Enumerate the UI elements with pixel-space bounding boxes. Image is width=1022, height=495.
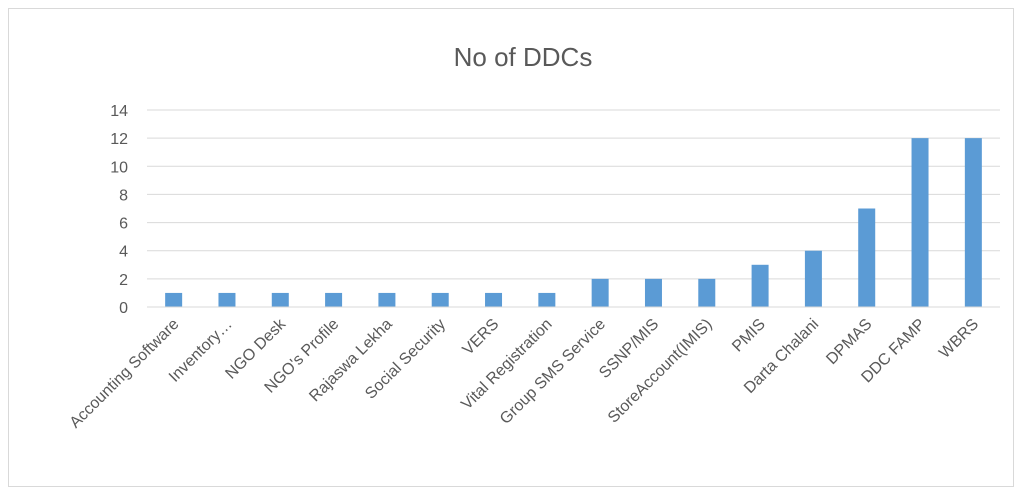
chart-title: No of DDCs xyxy=(454,42,593,72)
bar xyxy=(644,278,662,307)
bar xyxy=(165,292,183,307)
bar xyxy=(751,264,769,307)
bar xyxy=(591,278,609,307)
bars xyxy=(165,138,982,307)
x-category-label: Vital Registration xyxy=(458,316,555,413)
bar xyxy=(378,292,396,307)
y-axis-ticks: 0 2 4 6 8 10 12 14 xyxy=(110,103,128,317)
y-tick-label: 10 xyxy=(110,159,128,176)
y-tick-label: 14 xyxy=(110,103,128,120)
y-tick-label: 6 xyxy=(119,216,128,233)
x-category-label: PMIS xyxy=(729,316,769,356)
y-tick-label: 0 xyxy=(119,300,128,317)
x-category-label: StoreAccount(IMIS) xyxy=(605,316,716,427)
bar xyxy=(431,292,449,307)
bar xyxy=(804,250,822,307)
bar xyxy=(218,292,236,307)
y-tick-label: 8 xyxy=(119,187,128,204)
y-tick-label: 12 xyxy=(110,131,128,148)
bar xyxy=(485,292,503,307)
bar xyxy=(271,292,289,307)
gridlines xyxy=(147,109,1000,280)
bar xyxy=(858,208,876,307)
bar xyxy=(538,292,556,307)
bar xyxy=(911,138,929,307)
x-category-label: Group SMS Service xyxy=(497,316,609,428)
x-category-label: VERS xyxy=(460,316,503,359)
x-category-label: DPMAS xyxy=(823,316,875,368)
y-tick-label: 2 xyxy=(119,272,128,289)
y-tick-label: 4 xyxy=(119,244,128,261)
x-category-label: WBRS xyxy=(936,316,982,362)
bar xyxy=(325,292,343,307)
chart-frame xyxy=(8,8,1014,487)
bar xyxy=(698,278,716,307)
bar xyxy=(964,138,982,307)
